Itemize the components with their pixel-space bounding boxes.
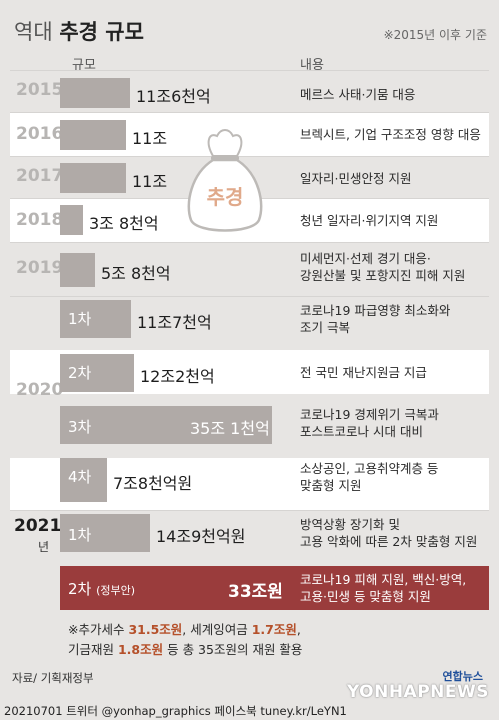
footnote-text: ※추가세수 — [68, 622, 129, 637]
round-tag: 2차 — [68, 364, 92, 382]
divider — [10, 510, 489, 511]
round-tag: 4차 — [68, 468, 92, 486]
description-line: 포스트코로나 시대 대비 — [300, 424, 423, 439]
round-tag: 1차 — [68, 310, 92, 328]
bar-2021-1 — [60, 514, 150, 552]
footnote-text: 기금재원 — [68, 642, 118, 657]
description-line: 전 국민 재난지원금 지급 — [300, 365, 427, 380]
column-header-scale: 규모 — [72, 58, 96, 73]
footnote-highlight: 1.8조원 — [117, 642, 164, 657]
title-bold: 추경 규모 — [59, 20, 144, 44]
value-label: 7조8천억원 — [113, 474, 193, 493]
bar-2020-1 — [60, 300, 131, 338]
value-label-highlight: 33조원 — [228, 582, 283, 602]
divider — [10, 70, 489, 71]
description-highlight: 코로나19 피해 지원, 백신·방역, 고용·민생 등 맞춤형 지원 — [300, 571, 466, 605]
divider — [10, 156, 489, 157]
bar-2017 — [60, 163, 126, 193]
year-label: 2018 — [16, 210, 64, 230]
year-suffix: 년 — [38, 540, 50, 554]
description-line: 고용 악화에 따른 2차 맞춤형 지원 — [300, 534, 478, 549]
round-tag-text: 2차 — [68, 580, 92, 598]
description: 일자리·민생안정 지원 — [300, 170, 411, 187]
description-line: 미세먼지·선제 경기 대응· — [300, 251, 431, 266]
description: 전 국민 재난지원금 지급 — [300, 364, 427, 381]
footnote-text: 등 총 35조원의 재원 활용 — [163, 642, 303, 657]
footnote-highlight: 31.5조원 — [128, 622, 183, 637]
description: 미세먼지·선제 경기 대응· 강원산불 및 포항지진 피해 지원 — [300, 250, 465, 284]
brand-watermark: YONHAPNEWS — [346, 682, 489, 702]
bar-2020-3 — [60, 406, 272, 444]
divider — [10, 296, 489, 297]
description-line: 브렉시트, 기업 구조조정 영향 대응 — [300, 127, 481, 142]
footnote-highlight: 1.7조원 — [251, 622, 297, 637]
credit-line: 20210701 트위터 @yonhap_graphics 페이스북 tuney… — [4, 704, 347, 718]
description: 브렉시트, 기업 구조조정 영향 대응 — [300, 126, 481, 143]
bag-label: 추경 — [207, 185, 244, 209]
description: 메르스 사태·기뭄 대응 — [300, 86, 415, 103]
year-label: 2015 — [16, 80, 64, 100]
round-note: (정부안) — [96, 584, 136, 597]
description-line: 코로나19 경제위기 극복과 — [300, 407, 439, 422]
bar-2019 — [60, 253, 95, 287]
value-label: 11조6천억 — [136, 87, 211, 106]
source-label: 자료/ 기획재정부 — [12, 671, 94, 685]
bar-2020-2 — [60, 354, 134, 392]
value-label: 14조9천억원 — [156, 527, 246, 546]
value-label: 11조 — [132, 129, 168, 148]
description-line: 고용·민생 등 맞춤형 지원 — [300, 589, 431, 604]
bar-2018 — [60, 205, 83, 235]
year-label: 2019 — [16, 258, 64, 278]
value-label: 3조 8천억 — [89, 214, 159, 233]
round-tag-highlight: 2차 (정부안) — [68, 578, 135, 599]
value-label: 35조 1천억 — [190, 419, 270, 438]
description-line: 코로나19 파급영향 최소화와 — [300, 303, 451, 318]
value-label: 11조 — [132, 172, 168, 191]
footnote-line-2: 기금재원 1.8조원 등 총 35조원의 재원 활용 — [68, 640, 302, 660]
year-label: 2016 — [16, 124, 64, 144]
column-header-content: 내용 — [300, 58, 324, 73]
description-line: 코로나19 피해 지원, 백신·방역, — [300, 572, 467, 587]
year-label-2020: 2020 — [16, 380, 64, 400]
value-label: 11조7천억 — [137, 313, 212, 332]
footnote-text: , 세계잉여금 — [182, 622, 252, 637]
round-tag: 1차 — [68, 526, 92, 544]
description-line: 소상공인, 고용취약계층 등 — [300, 461, 439, 476]
footnote: ※추가세수 31.5조원, 세계잉여금 1.7조원, 기금재원 1.8조원 등 … — [68, 620, 302, 660]
page-title: 역대 추경 규모 — [14, 16, 144, 46]
bar-2020-4 — [60, 458, 107, 502]
description-line: 조기 극복 — [300, 320, 350, 335]
round-tag: 3차 — [68, 418, 92, 436]
description-line: 강원산불 및 포항지진 피해 지원 — [300, 268, 466, 283]
bar-2015 — [60, 78, 130, 108]
baseline-note: ※2015년 이후 기준 — [383, 28, 487, 42]
divider — [10, 112, 489, 113]
description-line: 일자리·민생안정 지원 — [300, 171, 412, 186]
highlight-row — [60, 566, 489, 610]
bar-2016 — [60, 120, 126, 150]
description-line: 맞춤형 지원 — [300, 478, 362, 493]
description-line: 방역상황 장기화 및 — [300, 517, 400, 532]
description-line: 메르스 사태·기뭄 대응 — [300, 87, 416, 102]
brand: 연합뉴스 YONHAPNEWS — [299, 670, 489, 706]
description-line: 청년 일자리·위기지역 지원 — [300, 213, 439, 228]
year-label-2021: 2021 — [14, 516, 62, 536]
divider — [10, 242, 489, 243]
money-bag-icon: 추경 — [187, 129, 263, 232]
brand-logo: 연합뉴스 — [442, 670, 483, 683]
year-label: 2017 — [16, 166, 64, 186]
footnote-text: , — [296, 622, 301, 637]
description: 청년 일자리·위기지역 지원 — [300, 212, 438, 229]
value-label: 5조 8천억 — [101, 264, 171, 283]
value-label: 12조2천억 — [140, 367, 215, 386]
title-light: 역대 — [14, 20, 53, 44]
footnote-line-1: ※추가세수 31.5조원, 세계잉여금 1.7조원, — [68, 620, 302, 640]
